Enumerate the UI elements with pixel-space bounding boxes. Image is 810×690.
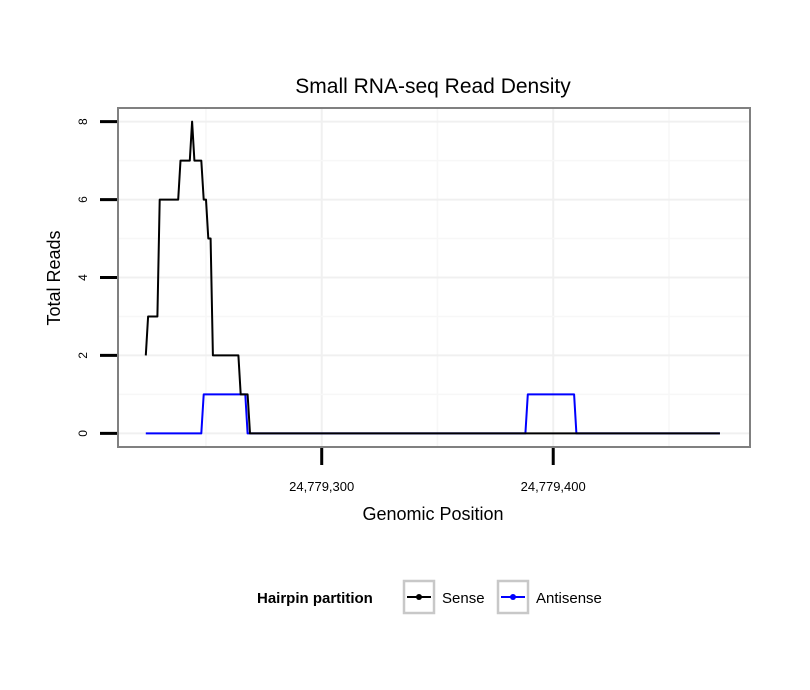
x-tick-label: 24,779,300 <box>289 479 354 494</box>
y-tick-label: 8 <box>76 118 90 125</box>
series-layer <box>144 120 720 435</box>
legend-title: Hairpin partition <box>257 590 373 607</box>
legend-label-antisense: Antisense <box>536 590 602 607</box>
y-tick-label: 6 <box>76 196 90 203</box>
y-tick-label: 4 <box>76 274 90 281</box>
chart-title: Small RNA-seq Read Density <box>295 75 571 98</box>
x-axis: 24,779,300 24,779,400 <box>289 448 586 494</box>
legend-swatch-dot-sense <box>416 594 422 600</box>
y-tick-label: 2 <box>76 352 90 359</box>
plot-panel-border <box>117 107 751 448</box>
y-axis: 0 2 4 6 8 <box>76 118 117 437</box>
series-line-sense <box>144 120 720 435</box>
series-line-antisense <box>145 393 720 435</box>
y-axis-label: Total Reads <box>44 230 64 325</box>
y-tick-label: 0 <box>76 430 90 437</box>
legend-item-antisense: Antisense <box>496 579 602 615</box>
legend: Hairpin partition Sense Antisense <box>257 579 602 615</box>
grid-lines <box>118 108 750 447</box>
legend-swatch-dot-antisense <box>510 594 516 600</box>
legend-label-sense: Sense <box>442 590 485 607</box>
x-tick-label: 24,779,400 <box>521 479 586 494</box>
x-axis-label: Genomic Position <box>362 504 503 524</box>
legend-item-sense: Sense <box>402 579 485 615</box>
